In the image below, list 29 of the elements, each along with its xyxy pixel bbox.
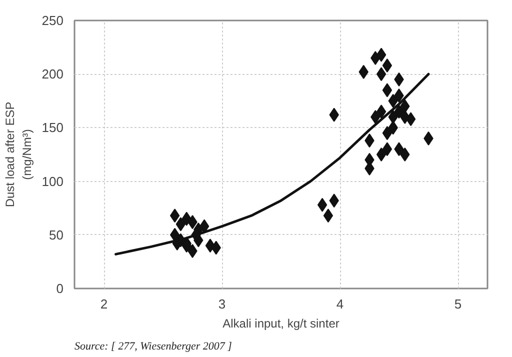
point xyxy=(376,48,386,62)
point xyxy=(400,148,410,162)
point xyxy=(170,208,180,223)
point xyxy=(376,67,386,82)
x-axis-title: Alkali input, kg/t sinter xyxy=(222,316,340,330)
point xyxy=(406,112,416,126)
point xyxy=(176,217,186,232)
point xyxy=(317,198,328,212)
y-axis-title: Dust load after ESP (mg/Nm³) xyxy=(3,102,34,208)
y-tick-label: 250 xyxy=(42,13,64,28)
y-tick-label: 200 xyxy=(42,66,64,82)
line-series xyxy=(114,72,430,256)
point xyxy=(323,208,334,223)
point xyxy=(382,126,392,140)
y-tick-label: 50 xyxy=(49,227,64,242)
point xyxy=(199,219,210,234)
x-tick-label: 4 xyxy=(336,296,344,312)
y-tick-label: 0 xyxy=(56,281,64,296)
point xyxy=(382,58,392,73)
y-tick-label: 100 xyxy=(42,174,64,189)
point xyxy=(376,104,386,119)
x-tick-label: 3 xyxy=(218,296,226,312)
point xyxy=(382,142,392,156)
y-tick-label: 150 xyxy=(42,120,64,136)
x-tick-label: 2 xyxy=(100,296,108,312)
source-note: Source: [ 277, Wiesenberger 2007 ] xyxy=(74,340,232,352)
x-tick-label: 5 xyxy=(454,296,462,312)
point xyxy=(382,83,392,98)
point xyxy=(376,148,386,162)
